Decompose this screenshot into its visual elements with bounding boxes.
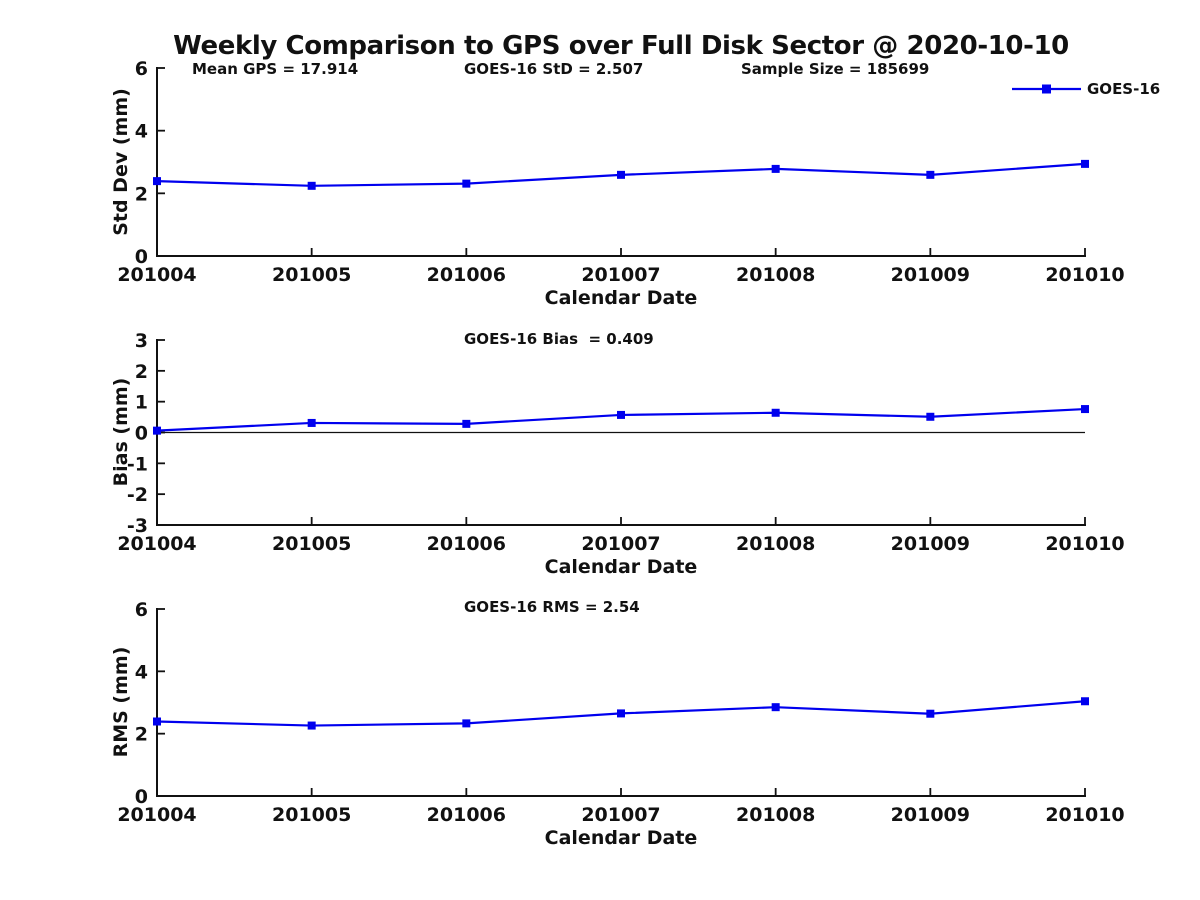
data-point-marker bbox=[771, 703, 780, 712]
x-tick-label: 201008 bbox=[736, 533, 815, 555]
y-tick-label: 4 bbox=[135, 121, 148, 143]
panel-bias: -3 -2 -1 0 1 2 3 201004 201005 201006 201007 201008… bbox=[117, 330, 1124, 555]
legend-marker-icon bbox=[1042, 84, 1051, 94]
data-point-marker bbox=[771, 408, 780, 417]
x-tick-label: 201004 bbox=[117, 804, 196, 826]
y-tick-label: 6 bbox=[135, 58, 148, 80]
x-tick-label: 201008 bbox=[736, 264, 815, 286]
data-point-marker bbox=[153, 177, 161, 186]
y-tick-label: -2 bbox=[127, 484, 148, 506]
y-tick-label: 0 bbox=[135, 246, 148, 268]
x-tick-label: 201010 bbox=[1045, 533, 1124, 555]
panel-rms: 0 2 4 6 201004 201005 201006 201007 201008 201009… bbox=[117, 599, 1124, 826]
data-point-marker bbox=[926, 170, 935, 179]
x-axis-label-calendar-date-2: Calendar Date bbox=[545, 556, 698, 578]
y-tick-label: 2 bbox=[135, 183, 148, 205]
annotation-goes16-std: GOES-16 StD = 2.507 bbox=[464, 60, 643, 78]
x-tick-label: 201005 bbox=[272, 804, 351, 826]
x-tick-label: 201007 bbox=[581, 264, 660, 286]
annotation-sample-size: Sample Size = 185699 bbox=[741, 60, 929, 78]
generated-plot-elements: 0 2 4 6 201004 201005 201006 201007 201008 201009… bbox=[117, 58, 1124, 826]
y-tick-label: 2 bbox=[135, 724, 148, 746]
x-tick-label: 201009 bbox=[891, 533, 970, 555]
data-point-marker bbox=[307, 418, 316, 427]
x-tick-label: 201005 bbox=[272, 264, 351, 286]
x-tick-label: 201005 bbox=[272, 533, 351, 555]
x-tick-label: 201006 bbox=[427, 264, 506, 286]
data-point-marker bbox=[617, 170, 625, 179]
x-tick-label: 201007 bbox=[581, 804, 660, 826]
x-tick-label: 201009 bbox=[891, 264, 970, 286]
y-tick-label: 1 bbox=[135, 392, 148, 414]
x-axis-label-calendar-date-1: Calendar Date bbox=[545, 287, 698, 309]
y-axis-label-std-dev: Std Dev (mm) bbox=[110, 88, 132, 236]
data-point-marker bbox=[1081, 405, 1089, 414]
x-tick-label: 201004 bbox=[117, 533, 196, 555]
data-point-marker bbox=[307, 721, 316, 730]
x-tick-label: 201010 bbox=[1045, 264, 1124, 286]
y-tick-label: 2 bbox=[135, 361, 148, 383]
x-tick-label: 201007 bbox=[581, 533, 660, 555]
legend-label: GOES-16 bbox=[1087, 80, 1160, 98]
y-tick-label: 4 bbox=[135, 661, 148, 683]
data-point-marker bbox=[926, 412, 935, 421]
y-tick-label: 0 bbox=[135, 423, 148, 445]
x-tick-label: 201009 bbox=[891, 804, 970, 826]
x-tick-label: 201010 bbox=[1045, 804, 1124, 826]
annotation-goes16-bias: GOES-16 Bias = 0.409 bbox=[464, 330, 654, 348]
y-tick-label: 3 bbox=[135, 330, 148, 352]
data-point-marker bbox=[771, 164, 780, 173]
annotation-goes16-rms: GOES-16 RMS = 2.54 bbox=[464, 598, 640, 616]
y-tick-label: 0 bbox=[135, 786, 148, 808]
x-tick-label: 201006 bbox=[427, 804, 506, 826]
legend: GOES-16 bbox=[1012, 80, 1160, 98]
figure-title: Weekly Comparison to GPS over Full Disk … bbox=[173, 31, 1069, 61]
data-point-marker bbox=[1081, 159, 1089, 168]
y-tick-label: -3 bbox=[127, 515, 148, 537]
y-axis-label-bias: Bias (mm) bbox=[110, 378, 132, 487]
data-point-marker bbox=[462, 419, 471, 428]
y-axis-label-rms: RMS (mm) bbox=[110, 647, 132, 758]
x-tick-label: 201008 bbox=[736, 804, 815, 826]
x-tick-label: 201004 bbox=[117, 264, 196, 286]
data-point-marker bbox=[617, 709, 625, 718]
data-point-marker bbox=[307, 181, 316, 190]
y-tick-label: 6 bbox=[135, 599, 148, 621]
data-point-marker bbox=[462, 179, 471, 188]
data-point-marker bbox=[153, 426, 161, 435]
data-point-marker bbox=[617, 410, 625, 419]
y-tick-label: -1 bbox=[127, 453, 148, 475]
panel-std-dev: 0 2 4 6 201004 201005 201006 201007 201008 201009… bbox=[117, 58, 1124, 286]
data-point-marker bbox=[1081, 697, 1089, 706]
data-point-marker bbox=[926, 709, 935, 718]
x-tick-label: 201006 bbox=[427, 533, 506, 555]
annotation-mean-gps: Mean GPS = 17.914 bbox=[192, 60, 358, 78]
data-point-marker bbox=[153, 717, 161, 726]
x-axis-label-calendar-date-3: Calendar Date bbox=[545, 827, 698, 849]
data-point-marker bbox=[462, 719, 471, 728]
